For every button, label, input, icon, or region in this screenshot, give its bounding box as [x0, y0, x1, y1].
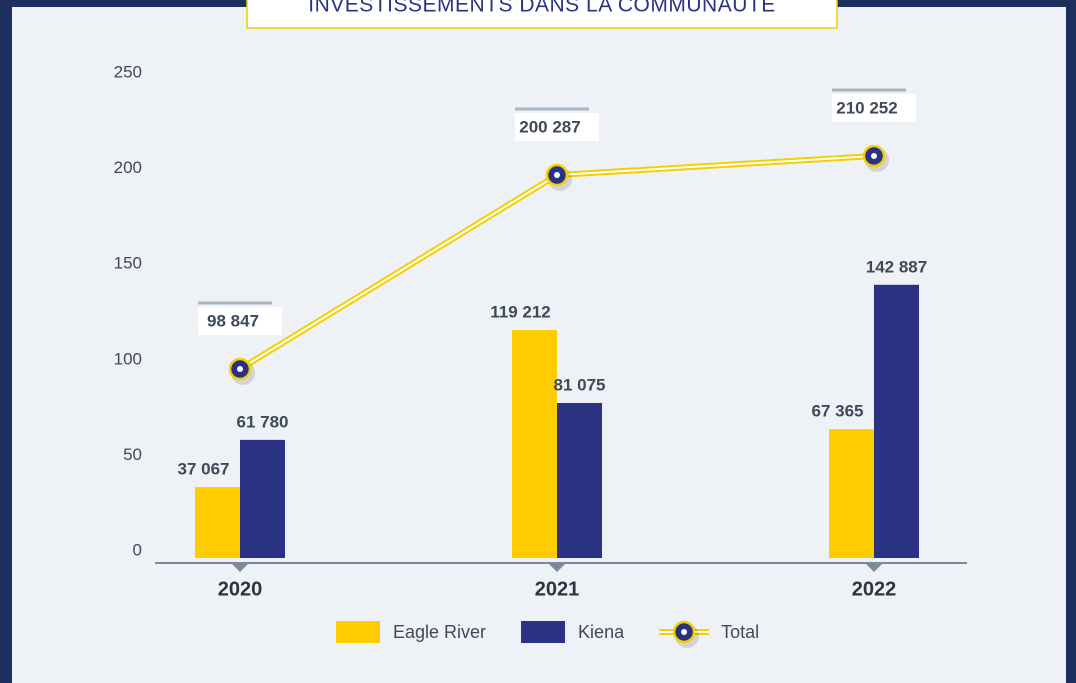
x-tick — [549, 564, 565, 572]
line-point-part — [554, 172, 560, 179]
line-point-part — [871, 152, 877, 159]
legend-label: Eagle River — [393, 622, 486, 642]
x-tick-label: 2021 — [535, 578, 580, 600]
bar — [512, 330, 557, 558]
value-label: 210 252 — [836, 98, 897, 117]
label-box — [515, 113, 599, 142]
bar — [240, 439, 285, 558]
legend-swatch — [521, 621, 566, 643]
x-tick-label: 2020 — [218, 578, 263, 600]
bar — [874, 284, 919, 558]
bar — [195, 487, 240, 558]
legend-label: Kiena — [578, 622, 625, 642]
y-tick-label: 50 — [123, 445, 142, 464]
title-box — [246, 0, 838, 29]
value-label: 67 365 — [812, 402, 864, 421]
line-point — [228, 357, 255, 386]
legend-swatch — [336, 621, 380, 643]
y-tick-label: 250 — [114, 62, 142, 81]
legend-marker-part — [681, 629, 688, 635]
line-point — [862, 144, 889, 172]
value-label: 81 075 — [554, 375, 606, 394]
label-box — [198, 307, 282, 336]
value-label: 200 287 — [519, 118, 580, 137]
value-label: 37 067 — [178, 460, 230, 479]
y-tick-label: 0 — [133, 540, 142, 559]
x-tick-label: 2022 — [852, 578, 897, 600]
y-tick-label: 100 — [114, 349, 142, 368]
line-point — [545, 163, 572, 192]
chart-title: INVESTISSEMENTS DANS LA COMMUNAUTÉ — [308, 0, 775, 17]
bar — [829, 429, 874, 558]
value-label: 142 887 — [866, 257, 927, 276]
bar — [557, 402, 602, 558]
legend-marker — [672, 620, 700, 648]
legend-label: Total — [721, 622, 759, 642]
x-tick — [232, 564, 248, 572]
value-label: 119 212 — [490, 303, 551, 322]
value-label: 98 847 — [207, 311, 259, 330]
label-box — [832, 93, 916, 122]
x-tick — [866, 564, 882, 572]
y-tick-label: 150 — [114, 254, 142, 273]
y-tick-label: 200 — [114, 158, 142, 177]
value-label: 61 780 — [237, 412, 289, 431]
line-point-part — [237, 366, 243, 373]
